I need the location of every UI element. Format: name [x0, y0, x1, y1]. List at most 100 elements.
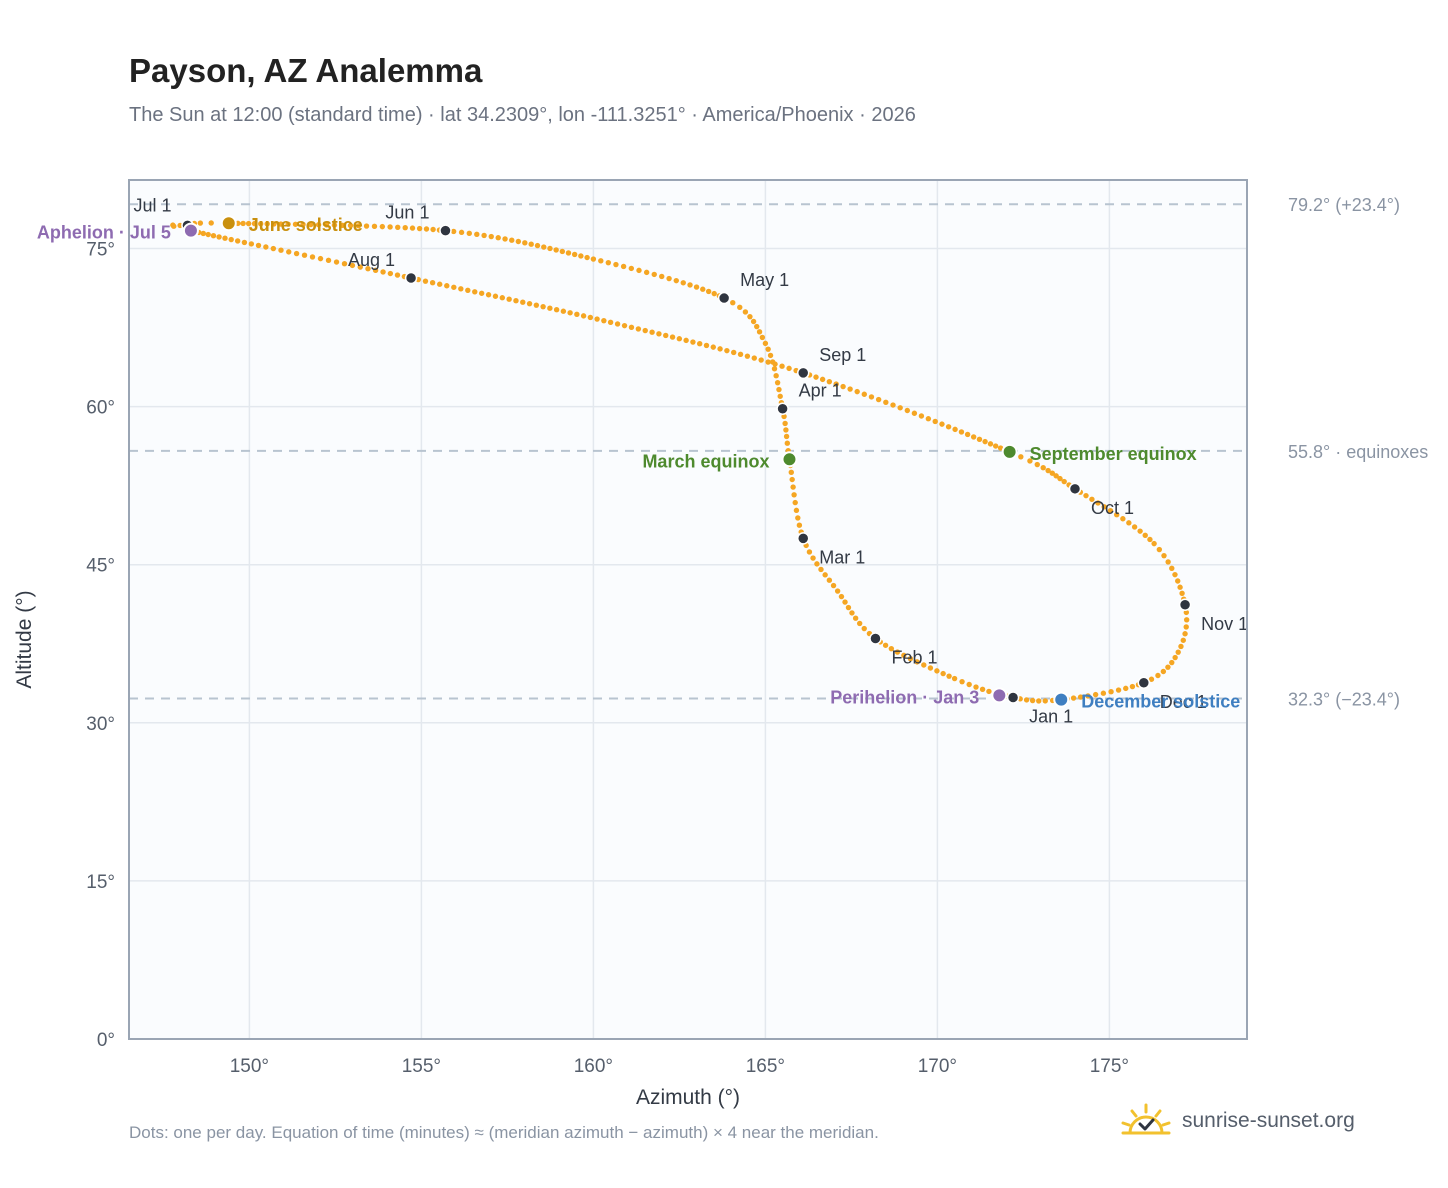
- daily-dot: [790, 484, 796, 490]
- daily-dot: [849, 610, 855, 616]
- plot-frame: [128, 179, 1248, 1040]
- daily-dot: [590, 256, 597, 262]
- daily-dot: [248, 241, 255, 247]
- month-label: Mar 1: [819, 547, 865, 567]
- y-tick-label: 0°: [97, 1030, 115, 1051]
- daily-dot: [1034, 461, 1040, 468]
- daily-dot: [628, 324, 635, 330]
- daily-dot: [1175, 649, 1181, 655]
- daily-dot: [1115, 687, 1122, 693]
- daily-dot: [774, 379, 781, 386]
- daily-dot: [571, 251, 578, 258]
- daily-dot: [1100, 690, 1107, 696]
- daily-dot: [1107, 508, 1114, 514]
- brand[interactable]: sunrise-sunset.org: [1120, 1103, 1355, 1139]
- daily-dot: [258, 221, 264, 227]
- daily-dot: [365, 266, 371, 272]
- daily-dot: [1182, 631, 1188, 637]
- daily-dot: [205, 231, 211, 238]
- daily-dot: [921, 662, 927, 668]
- daily-dot: [584, 254, 590, 261]
- month-marker: [717, 291, 731, 305]
- daily-dot: [1029, 697, 1036, 704]
- daily-dot: [394, 272, 401, 278]
- daily-dot: [216, 234, 222, 240]
- daily-dot: [814, 561, 820, 567]
- daily-dot: [208, 220, 214, 226]
- daily-dot: [782, 420, 788, 427]
- daily-dot: [703, 342, 710, 349]
- chart-subtitle: The Sun at 12:00 (standard time) · lat 3…: [129, 104, 916, 126]
- daily-dot: [278, 221, 284, 227]
- daily-dot: [363, 223, 370, 229]
- daily-dot: [791, 492, 797, 498]
- daily-dot: [651, 271, 657, 278]
- daily-dot: [341, 261, 348, 267]
- daily-dot: [934, 668, 940, 674]
- x-tick-label: 170°: [918, 1056, 957, 1077]
- plot-background: [129, 180, 1247, 1039]
- daily-dot: [795, 515, 801, 521]
- daily-dot: [642, 327, 648, 334]
- daily-dot: [458, 229, 465, 236]
- daily-dot: [914, 659, 920, 665]
- daily-dot: [565, 250, 572, 256]
- daily-dot: [515, 238, 522, 245]
- month-label: Apr 1: [799, 381, 842, 401]
- month-label: Jan 1: [1029, 707, 1073, 727]
- daily-dot: [771, 366, 778, 372]
- month-label: Nov 1: [1201, 614, 1248, 634]
- daily-dot: [620, 263, 627, 270]
- sun-check-icon: [1121, 1103, 1171, 1135]
- daily-dot: [171, 223, 177, 229]
- x-tick-label: 160°: [574, 1056, 613, 1077]
- daily-dot: [1160, 668, 1167, 675]
- daily-dot: [264, 221, 270, 227]
- month-marker: [404, 271, 418, 285]
- daily-dot: [451, 284, 457, 290]
- x-axis-label: Azimuth (°): [636, 1086, 740, 1109]
- daily-dot: [1161, 552, 1167, 559]
- daily-dot: [534, 242, 541, 249]
- daily-dot: [613, 261, 619, 268]
- daily-dot: [1061, 478, 1067, 485]
- daily-dot: [197, 220, 204, 226]
- month-label: Oct 1: [1091, 498, 1134, 518]
- daily-dot: [868, 394, 875, 400]
- daily-dot: [765, 359, 771, 365]
- daily-dot: [1027, 458, 1033, 464]
- daily-dot: [1023, 697, 1030, 703]
- daily-dot: [270, 245, 277, 252]
- daily-dot: [767, 352, 774, 359]
- daily-dot: [621, 322, 628, 329]
- daily-dot: [499, 295, 506, 301]
- daily-dot: [478, 290, 485, 296]
- daily-dot: [822, 572, 828, 578]
- daily-dot: [567, 310, 573, 316]
- daily-dot: [547, 305, 553, 311]
- daily-dot: [278, 247, 284, 253]
- daily-dot: [605, 259, 612, 266]
- daily-dot: [882, 642, 889, 648]
- month-markers: Jan 1 Feb 1 Mar 1 Apr 1 May 1 Jun 1 Jul 1 Aug 1…: [133, 195, 1248, 726]
- daily-dot: [819, 376, 826, 383]
- daily-dot: [601, 317, 607, 324]
- daily-dot: [450, 228, 457, 235]
- daily-dot: [228, 236, 234, 243]
- month-marker: [776, 402, 789, 415]
- daily-dot: [513, 298, 519, 304]
- daily-dot: [1151, 540, 1157, 547]
- daily-dot: [1147, 536, 1153, 543]
- month-label: May 1: [740, 270, 789, 290]
- daily-dot: [986, 688, 992, 695]
- daily-dot: [628, 265, 635, 272]
- daily-dot: [747, 313, 753, 320]
- daily-dot: [705, 288, 712, 295]
- daily-dot: [485, 292, 492, 298]
- event-label: December solstice: [1081, 692, 1240, 712]
- daily-dot: [1172, 654, 1178, 661]
- daily-dot: [656, 331, 662, 337]
- daily-dot: [1183, 609, 1190, 616]
- daily-dot: [578, 253, 584, 259]
- daily-dot: [474, 231, 480, 238]
